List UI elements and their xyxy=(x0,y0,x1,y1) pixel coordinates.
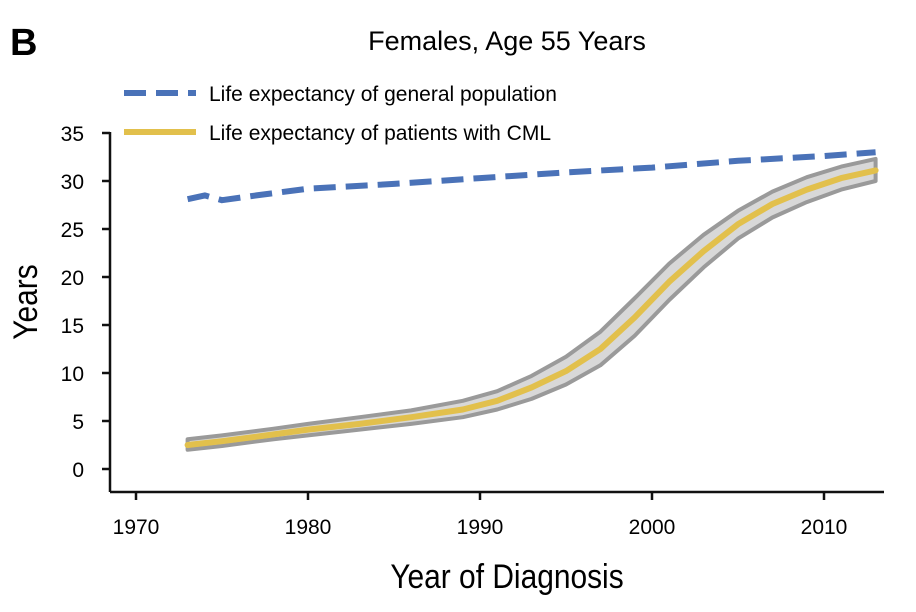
y-tick-label: 15 xyxy=(61,315,84,338)
series-line-cml-patients xyxy=(184,167,879,448)
x-tick-label: 1980 xyxy=(285,516,332,539)
y-tick-label: 25 xyxy=(61,219,84,242)
y-tick-label: 10 xyxy=(61,363,84,386)
chart-title: Females, Age 55 Years xyxy=(368,26,646,56)
legend-label-general-population: Life expectancy of general population xyxy=(209,83,557,106)
legend: Life expectancy of general population Li… xyxy=(124,83,557,145)
y-tick-label: 0 xyxy=(72,459,84,482)
x-tick-label: 1970 xyxy=(113,516,160,539)
y-tick-label: 5 xyxy=(72,411,84,434)
series-line-general-population xyxy=(186,149,876,204)
y-tick-label: 30 xyxy=(61,171,84,194)
y-tick-label: 35 xyxy=(61,123,84,146)
panel-label: B xyxy=(10,22,37,64)
x-tick-label: 2000 xyxy=(629,516,676,539)
axes: 0 5 10 15 20 25 30 35 1970 1980 1990 2000 2010 xyxy=(61,123,884,539)
y-axis-title: Years xyxy=(6,264,44,339)
plot-area xyxy=(184,149,879,452)
x-tick-label: 2010 xyxy=(801,516,848,539)
x-axis-title: Year of Diagnosis xyxy=(390,557,623,595)
legend-label-cml-patients: Life expectancy of patients with CML xyxy=(209,122,551,145)
x-tick-label: 1990 xyxy=(457,516,504,539)
y-tick-label: 20 xyxy=(61,267,84,290)
